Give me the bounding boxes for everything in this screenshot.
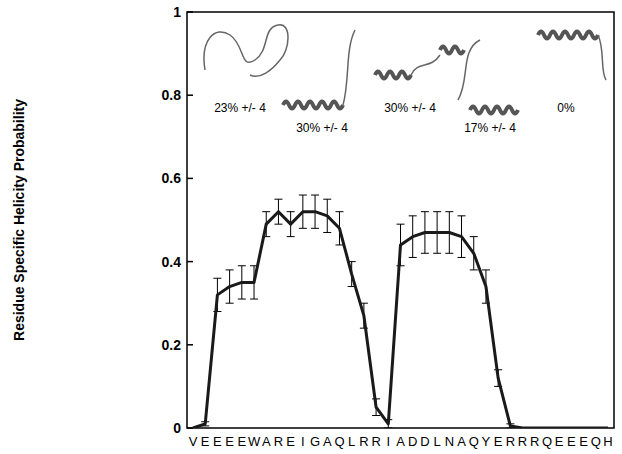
x-tick-label: W [248,434,261,449]
helix-cartoon [283,102,343,109]
coil-cartoon [204,25,288,77]
x-tick-label: Q [469,434,479,449]
y-tick [187,11,193,13]
x-tick-label: R [518,434,527,449]
x-tick-label: D [408,434,417,449]
x-tick-label: H [603,434,612,449]
y-tick [187,427,193,429]
plot-area [193,195,608,428]
x-tick-label: Q [591,434,601,449]
x-tick-label: L [434,434,441,449]
x-tick-label: Q [542,434,552,449]
x-tick-label: E [201,434,210,449]
x-tick-label: E [494,434,503,449]
x-tick-label: E [213,434,222,449]
x-tick-label: R [530,434,539,449]
y-tick-label: 0.6 [162,170,182,186]
annotation: 23% +/- 4 [214,101,266,115]
coil-cartoon [343,30,355,105]
annotation: 0% [557,101,575,115]
x-tick-label: I [386,434,390,449]
helix-cartoon [538,32,598,39]
x-tick-label: E [567,434,576,449]
annotation: 30% +/- 4 [384,101,436,115]
y-tick [187,261,193,263]
coil-cartoon [458,40,480,100]
helix-cartoon [470,107,518,114]
x-tick-label: A [262,434,271,449]
x-tick-label: A [323,434,332,449]
x-tick-label: E [555,434,564,449]
x-tick-label: R [506,434,515,449]
x-tick-label: R [274,434,283,449]
y-tick-label: 0.8 [162,87,182,103]
x-tick-label: R [359,434,368,449]
x-tick-label: V [189,434,198,449]
x-tick-label: N [445,434,454,449]
y-tick-label: 0.4 [162,254,182,270]
y-tick [187,178,193,180]
x-tick-label: Y [482,434,491,449]
x-tick-label: D [420,434,429,449]
annotation: 30% +/- 4 [296,121,348,135]
helix-cartoon [375,72,411,79]
plot-frame [187,12,614,428]
y-tick-label: 0 [173,420,181,436]
x-tick-label: A [457,434,466,449]
x-tick-label: I [301,434,305,449]
coil-cartoon [411,55,440,75]
helix-cartoon [440,47,464,54]
helicity-line [193,212,608,428]
x-tick-label: R [371,434,380,449]
x-tick-label: E [286,434,295,449]
y-axis-title: Residue Specific Helicity Probability [11,99,27,341]
x-tick-label: E [225,434,234,449]
x-tick-label: G [310,434,320,449]
x-tick-label: L [348,434,355,449]
x-tick-label: Q [334,434,344,449]
chart: 0 0.2 0.4 0.6 0.8 1 Residue Specific Helicity … [0,0,622,454]
x-tick-label: E [237,434,246,449]
annotation: 17% +/- 4 [464,121,516,135]
y-tick [187,344,193,346]
y-tick-label: 1 [173,4,181,20]
x-tick-label: A [396,434,405,449]
y-tick [187,94,193,96]
y-tick-label: 0.2 [162,337,182,353]
coil-cartoon [598,35,606,80]
x-tick-label: E [579,434,588,449]
